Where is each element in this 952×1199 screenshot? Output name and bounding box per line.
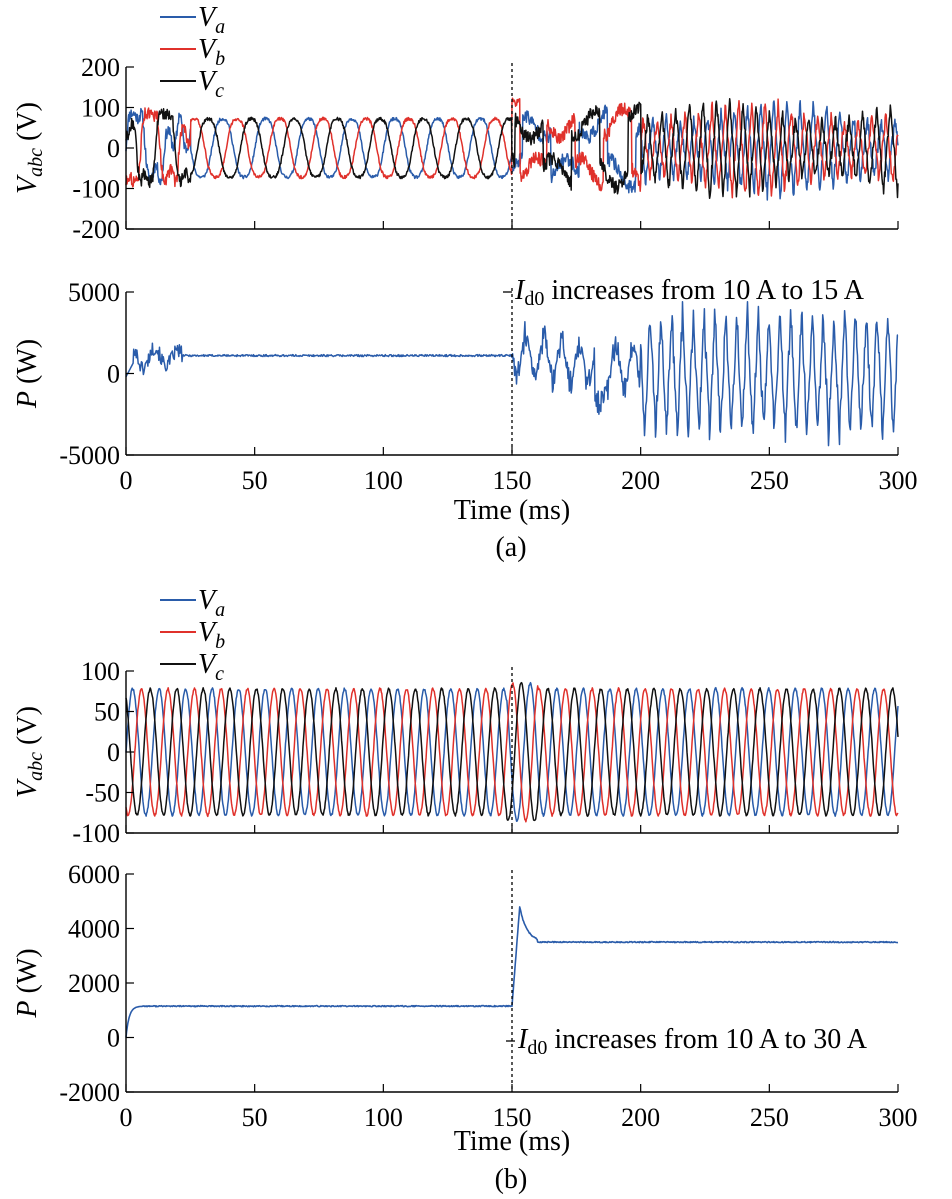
y-tick-label-b1: 50 [94, 698, 120, 727]
axes-b1: -100 -50 0 50 100 Vabc (V) [12, 657, 899, 848]
y-tick-label-b2: 0 [107, 1024, 120, 1053]
x-tick-label-a2: 100 [364, 466, 403, 495]
x-tick-label-b2: 150 [493, 1103, 532, 1132]
x-tick-label-a2: 250 [750, 466, 789, 495]
x-tick-label-b2: 0 [120, 1103, 133, 1132]
annotation-b-sub: d0 [527, 1037, 547, 1059]
y-tick-label-a2: 0 [107, 360, 120, 389]
y-axis-label-a2: P (W) [12, 339, 43, 409]
legend-label-a: Va [198, 2, 225, 38]
series-b2-P [125, 906, 899, 1038]
legend-label-c: Vc [198, 66, 224, 102]
series-b1-Vb [125, 682, 899, 823]
y-tick-label-b2: 6000 [68, 860, 120, 889]
legend-label-b: Vb [198, 34, 225, 70]
x-axis-label-a2: Time (ms) [454, 495, 570, 526]
svg-text:Id0 increases from 10 A to 30: Id0 increases from 10 A to 30 A [517, 1024, 868, 1059]
caption-a: (a) [495, 532, 526, 563]
x-tick-label-a2: 300 [879, 466, 918, 495]
annotation-b-text: increases from 10 A to 30 A [547, 1024, 867, 1055]
x-tick-label-a2: 150 [493, 466, 532, 495]
legend-label-a: Va [198, 585, 225, 621]
y-tick-label-a2: 5000 [68, 278, 120, 307]
annotation-b: Id0 increases from 10 A to 30 A [506, 1024, 868, 1059]
y-tick-label-b2: 4000 [68, 915, 120, 944]
annotation-b-symbol: I [517, 1024, 529, 1055]
annotation-a-symbol: I [514, 275, 526, 306]
y-tick-label-a1: -100 [72, 175, 120, 204]
y-tick-label-a1: -200 [72, 215, 120, 244]
series-a1-Vc [125, 98, 899, 200]
series-b1-Va [125, 681, 899, 822]
x-tick-label-a2: 50 [242, 466, 268, 495]
x-tick-label-b2: 200 [621, 1103, 660, 1132]
x-tick-label-b2: 50 [242, 1103, 268, 1132]
y-tick-label-b1: 100 [81, 657, 120, 686]
x-tick-label-b2: 100 [364, 1103, 403, 1132]
y-tick-label-b2: -2000 [59, 1078, 120, 1107]
x-axis-label-b2: Time (ms) [454, 1126, 570, 1157]
y-axis-label-b2: P (W) [12, 948, 43, 1018]
x-tick-label-a2: 0 [120, 466, 133, 495]
y-tick-label-a2: -5000 [59, 441, 120, 470]
svg-text:Id0 increases from 10 A to 15: Id0 increases from 10 A to 15 A [514, 275, 865, 310]
y-tick-label-b1: -50 [85, 779, 120, 808]
y-tick-label-b1: -100 [72, 819, 120, 848]
annotation-a: Id0 increases from 10 A to 15 A [503, 275, 865, 310]
x-tick-label-b2: 250 [750, 1103, 789, 1132]
y-tick-label-a1: 100 [81, 94, 120, 123]
x-tick-label-a2: 200 [621, 466, 660, 495]
legend-label-c: Vc [198, 649, 224, 685]
y-tick-label-b1: 0 [107, 738, 120, 767]
annotation-a-sub: d0 [524, 288, 544, 310]
legend-label-b: Vb [198, 617, 225, 653]
caption-b: (b) [495, 1164, 528, 1195]
x-tick-label-b2: 300 [879, 1103, 918, 1132]
y-axis-label-a1: Vabc (V) [12, 102, 47, 194]
y-axis-label-b1: Vabc (V) [12, 706, 47, 798]
series-a2-P [125, 301, 899, 447]
y-tick-label-a1: 200 [81, 53, 120, 82]
y-tick-label-b2: 2000 [68, 969, 120, 998]
y-tick-label-a1: 0 [107, 134, 120, 163]
axes-a1: -200 -100 0 100 200 Vabc (V) [12, 53, 899, 244]
annotation-a-text: increases from 10 A to 15 A [544, 275, 864, 306]
